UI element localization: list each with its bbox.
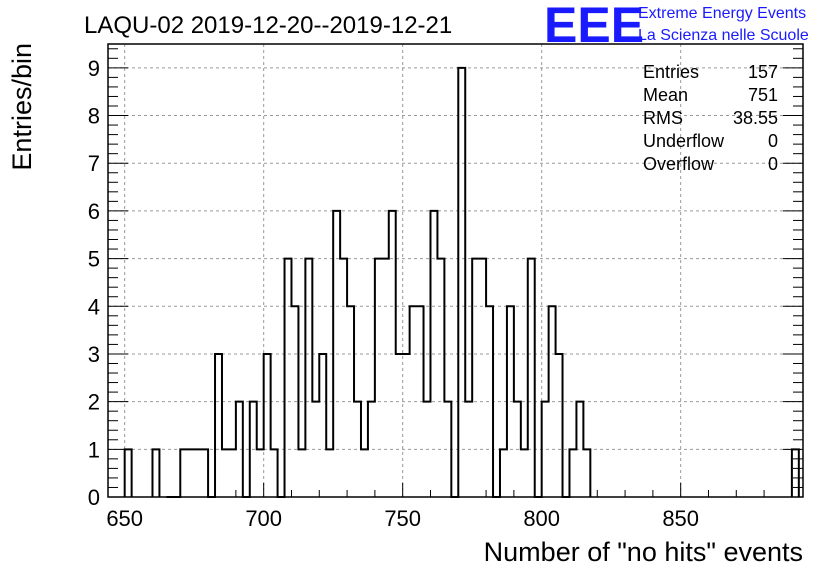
stats-value: 0 xyxy=(768,131,778,151)
stats-label: Overflow xyxy=(643,154,715,174)
x-tick-label: 650 xyxy=(106,506,143,531)
x-tick-label: 800 xyxy=(523,506,560,531)
y-axis-title: Entries/bin xyxy=(7,43,37,171)
logo-line-2: La Scienza nelle Scuole xyxy=(638,27,809,44)
y-tick-label: 0 xyxy=(88,485,100,510)
x-axis-ticks: 650 700 750 800 850 xyxy=(106,483,793,531)
stats-label: RMS xyxy=(643,108,683,128)
stats-value: 0 xyxy=(768,154,778,174)
y-tick-label: 6 xyxy=(88,199,100,224)
x-tick-label: 750 xyxy=(384,506,421,531)
stats-label: Mean xyxy=(643,85,688,105)
logo-mark: EEE xyxy=(544,0,644,53)
axes xyxy=(107,43,804,498)
histogram-outline xyxy=(123,66,800,498)
y-tick-label: 4 xyxy=(88,294,100,319)
stats-value: 38.55 xyxy=(733,108,778,128)
stats-value: 751 xyxy=(748,85,778,105)
stats-label: Underflow xyxy=(643,131,725,151)
y-tick-label: 9 xyxy=(88,56,100,81)
y-tick-label: 5 xyxy=(88,247,100,272)
plot-frame xyxy=(107,43,804,498)
grid-lines xyxy=(108,44,803,497)
logo-line-1: Extreme Energy Events xyxy=(638,5,806,22)
y-tick-label: 1 xyxy=(88,437,100,462)
stats-label: Entries xyxy=(643,62,699,82)
stats-box: Entries 157 Mean 751 RMS 38.55 Underflow 0 Overf… xyxy=(643,62,778,174)
y-axis-ticks: 0 1 2 3 4 5 6 7 8 9 xyxy=(88,48,803,510)
chart-title: LAQU-02 2019-12-20--2019-12-21 xyxy=(84,12,452,39)
y-tick-label: 8 xyxy=(88,104,100,129)
y-tick-label: 2 xyxy=(88,390,100,415)
x-tick-label: 850 xyxy=(662,506,699,531)
stats-value: 157 xyxy=(748,62,778,82)
y-tick-label: 7 xyxy=(88,151,100,176)
x-tick-label: 700 xyxy=(245,506,282,531)
x-axis-title: Number of "no hits" events xyxy=(484,537,803,567)
eee-logo: EEE Extreme Energy Events La Scienza nel… xyxy=(544,0,809,53)
y-tick-label: 3 xyxy=(88,342,100,367)
